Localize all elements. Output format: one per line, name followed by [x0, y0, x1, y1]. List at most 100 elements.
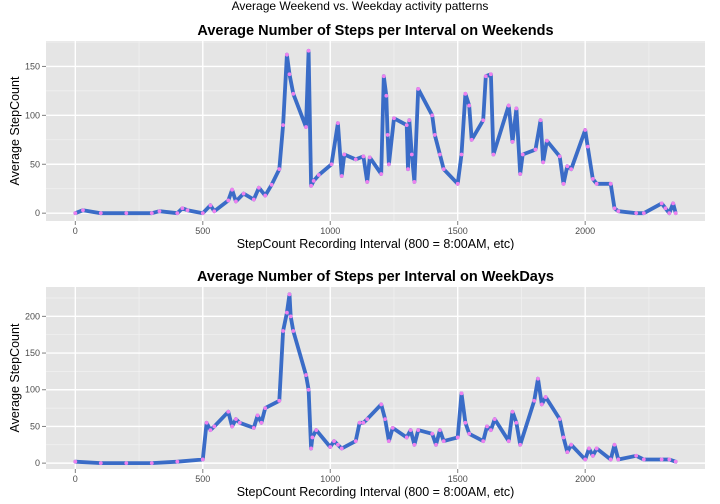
weekend-x-tick-label: 0 [73, 226, 78, 236]
weekday-x-axis-title: StepCount Recording Interval (800 = 8:00… [237, 485, 515, 499]
weekday-data-point [149, 461, 154, 466]
weekend-data-point [634, 211, 639, 216]
weekend-data-point [335, 121, 340, 126]
weekend-data-point [594, 181, 599, 186]
weekend-data-point [306, 48, 311, 53]
weekend-data-point [381, 74, 386, 79]
weekday-data-point [200, 457, 205, 462]
weekday-data-point [514, 420, 519, 425]
weekday-data-point [291, 329, 296, 333]
weekday-data-point [237, 420, 242, 425]
weekend-data-point [185, 208, 190, 213]
weekday-data-point [412, 442, 417, 447]
weekend-data-point [309, 183, 314, 188]
weekend-data-point [557, 154, 562, 159]
weekend-data-point [585, 144, 590, 149]
weekday-x-tick-label: 500 [195, 474, 210, 484]
weekday-data-point [230, 424, 235, 429]
weekday-data-point [659, 457, 664, 462]
weekend-data-point [518, 172, 523, 176]
weekend-data-point [386, 162, 391, 167]
weekend-data-point [416, 87, 421, 91]
weekend-data-point [412, 179, 417, 184]
weekday-data-point [608, 457, 613, 462]
weekend-data-point [149, 211, 154, 216]
weekend-y-tick-label: 150 [25, 61, 40, 71]
weekday-chart-title: Average Number of Steps per Interval on … [197, 269, 554, 285]
weekday-data-point [673, 459, 678, 464]
weekend-data-point [406, 167, 410, 172]
weekday-data-point [408, 428, 413, 433]
weekday-data-point [309, 446, 314, 451]
weekend-data-point [437, 152, 442, 157]
weekday-data-point [277, 398, 282, 403]
weekend-data-point [565, 164, 570, 169]
weekend-data-point [367, 155, 372, 160]
weekend-data-point [663, 206, 668, 211]
weekday-data-point [386, 439, 391, 444]
weekday-series-line [73, 292, 678, 466]
weekend-data-point [469, 137, 474, 142]
weekend-data-point [241, 191, 246, 196]
weekday-y-tick-label: 150 [25, 348, 40, 358]
weekend-x-tick-label: 1000 [320, 226, 340, 236]
weekday-data-point [73, 459, 78, 464]
weekend-data-point [208, 203, 213, 208]
weekend-data-point [488, 72, 493, 77]
weekday-data-point [481, 439, 486, 444]
weekday-data-point [404, 435, 409, 440]
weekday-data-point [98, 461, 103, 466]
weekday-data-point [506, 439, 511, 444]
weekend-data-point [81, 208, 85, 213]
weekend-data-point [304, 125, 308, 129]
weekday-data-point [226, 409, 231, 414]
weekend-data-point [329, 162, 334, 167]
weekday-data-point [463, 420, 468, 425]
weekday-data-point [175, 459, 180, 464]
weekend-data-point [506, 103, 511, 108]
weekend-data-point [212, 209, 217, 214]
weekend-data-point [441, 167, 446, 172]
weekend-y-axis-title: Average StepCount [8, 76, 22, 185]
weekend-data-point [491, 152, 496, 157]
weekend-data-point [200, 211, 205, 216]
weekend-data-point [385, 133, 390, 137]
weekday-data-point [612, 442, 617, 447]
weekday-data-point [332, 439, 336, 444]
weekend-data-point [608, 181, 613, 186]
weekend-data-point [673, 211, 678, 216]
weekend-data-point [379, 172, 384, 176]
weekday-data-point [353, 439, 358, 444]
weekend-data-point [98, 211, 103, 216]
weekend-data-point [285, 52, 289, 57]
weekday-data-point [383, 417, 387, 421]
weekend-data-point [342, 152, 347, 157]
weekday-data-point [539, 402, 544, 407]
weekday-data-point [255, 413, 260, 418]
weekend-x-axis-title: StepCount Recording Interval (800 = 8:00… [237, 237, 515, 250]
weekend-plot-area [46, 41, 705, 221]
weekday-data-point [583, 457, 588, 462]
weekend-data-point [407, 118, 412, 123]
weekday-y-tick-label: 200 [25, 311, 40, 321]
weekday-data-point [510, 409, 515, 414]
weekday-data-point [335, 442, 340, 447]
weekday-x-tick-label: 1500 [448, 474, 468, 484]
weekend-data-point [353, 157, 358, 162]
weekday-data-point [536, 376, 540, 381]
weekday-data-point [518, 442, 523, 447]
weekend-data-point [251, 197, 256, 202]
weekday-x-tick-label: 1000 [320, 474, 340, 484]
weekday-data-point [124, 461, 129, 466]
weekday-data-point [543, 395, 548, 399]
weekday-data-point [557, 417, 562, 421]
weekday-y-tick-label: 0 [35, 458, 40, 468]
weekend-y-tick-label: 100 [25, 110, 40, 120]
weekday-data-point [561, 435, 566, 440]
weekday-data-point [594, 446, 599, 451]
weekend-data-point [269, 182, 274, 187]
weekend-data-point [409, 152, 414, 157]
weekend-x-tick-label: 2000 [575, 226, 595, 236]
weekend-data-point [316, 173, 321, 177]
weekend-data-point [481, 118, 486, 123]
